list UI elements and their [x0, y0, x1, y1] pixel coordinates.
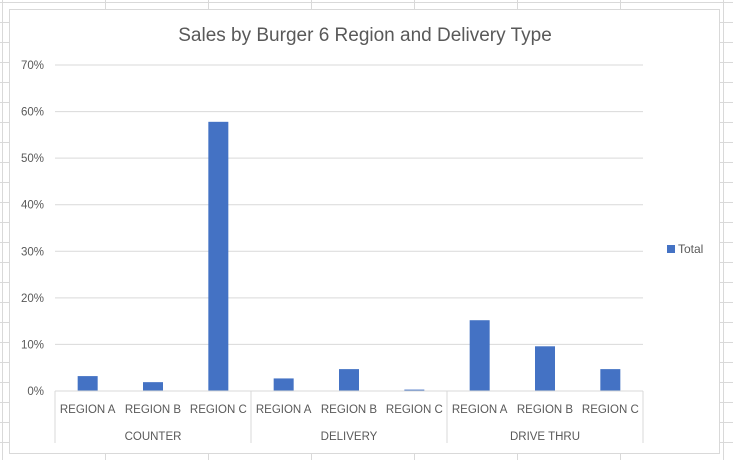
bar[interactable] — [469, 320, 490, 391]
group-label: DRIVE THRU — [510, 431, 580, 443]
group-labels: COUNTER DELIVERY DRIVE THRU — [125, 431, 580, 443]
legend[interactable]: Total — [667, 242, 703, 256]
bar[interactable] — [535, 346, 555, 391]
y-tick-label: 60% — [21, 107, 44, 119]
y-tick-label: 70% — [21, 60, 44, 72]
bars — [77, 121, 621, 392]
category-label: REGION A — [256, 404, 312, 416]
y-tick-label: 30% — [21, 246, 44, 258]
legend-label: Total — [678, 242, 703, 256]
y-tick-label: 50% — [21, 153, 44, 165]
category-label: REGION B — [321, 404, 378, 416]
chart-title: Sales by Burger 6 Region and Delivery Ty… — [178, 25, 552, 46]
category-label: REGION A — [452, 404, 508, 416]
bar[interactable] — [339, 369, 359, 391]
category-label: REGION B — [125, 404, 182, 416]
category-axis — [54, 390, 644, 443]
bar[interactable] — [600, 369, 621, 391]
category-label: REGION C — [190, 404, 247, 416]
category-label: REGION C — [386, 404, 443, 416]
bar[interactable] — [208, 121, 229, 392]
y-tick-label: 20% — [21, 293, 44, 305]
bar[interactable] — [273, 378, 294, 391]
y-tick-label: 10% — [21, 339, 44, 351]
group-label: COUNTER — [125, 431, 182, 443]
gridlines — [55, 64, 643, 392]
bar[interactable] — [77, 376, 98, 391]
y-tick-label: 0% — [27, 386, 44, 398]
legend-swatch — [667, 245, 675, 253]
bar[interactable] — [143, 382, 163, 391]
category-labels: REGION A REGION B REGION C REGION A REGION B… — [60, 404, 639, 416]
chart-area[interactable]: Sales by Burger 6 Region and Delivery Ty… — [9, 9, 720, 454]
category-label: REGION B — [517, 404, 574, 416]
column-chart: Sales by Burger 6 Region and Delivery Ty… — [21, 25, 703, 443]
y-axis-labels: 0% 10% 20% 30% 40% 50% 60% 70% — [21, 60, 44, 398]
group-label: DELIVERY — [321, 431, 378, 443]
bar[interactable] — [404, 389, 425, 391]
category-label: REGION A — [60, 404, 116, 416]
y-tick-label: 40% — [21, 200, 44, 212]
category-label: REGION C — [582, 404, 639, 416]
